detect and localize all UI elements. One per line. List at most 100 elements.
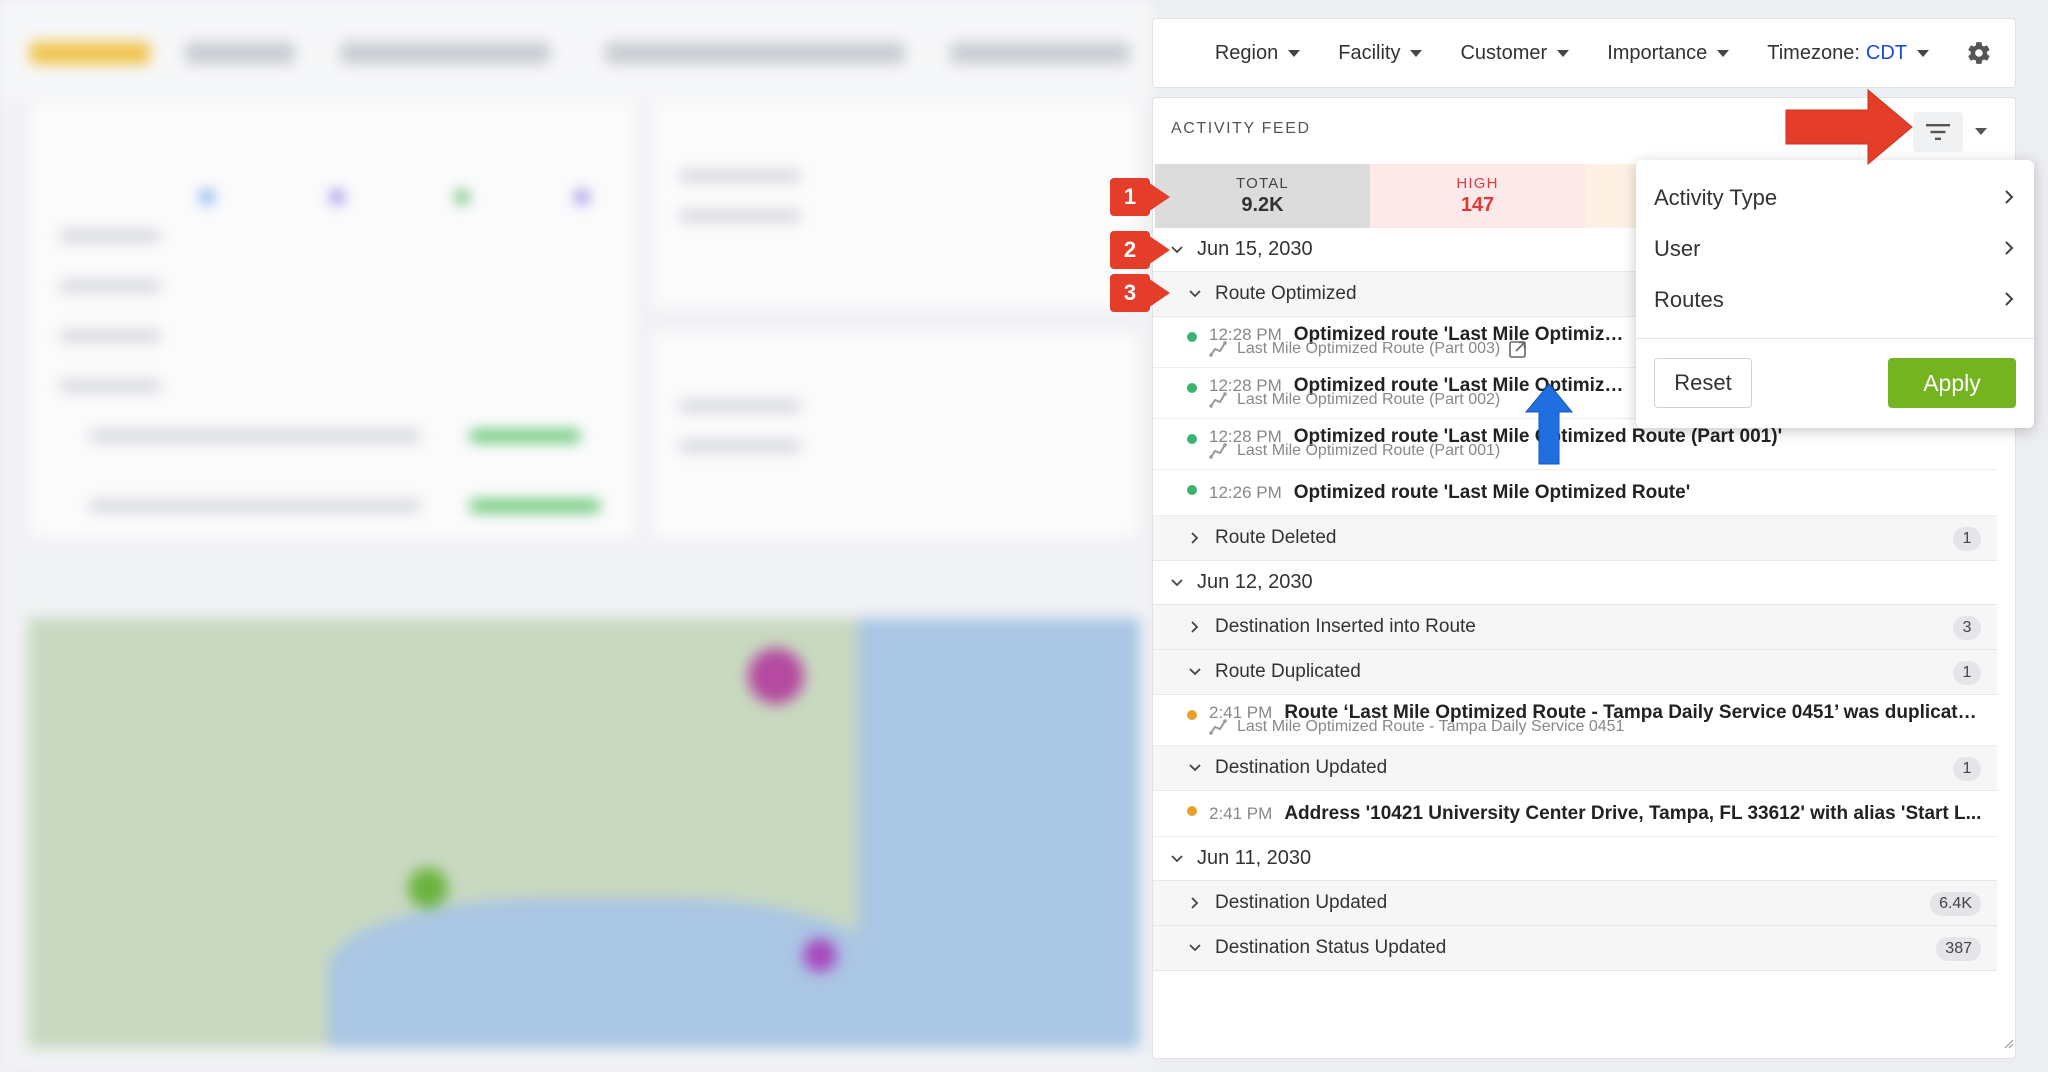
item-time: 2:41 PM (1209, 703, 1273, 722)
date-row[interactable]: Jun 11, 2030 (1153, 837, 1997, 881)
menu-item-activity-type[interactable]: Activity Type (1636, 172, 2034, 223)
blurred-map-marker (803, 938, 837, 972)
route-icon (1209, 392, 1227, 408)
status-dot (1187, 710, 1197, 720)
count-badge: 387 (1936, 937, 1981, 961)
blurred-text (60, 280, 160, 292)
blue-arrow-annotation (1524, 383, 1574, 465)
date-label: Jun 11, 2030 (1197, 847, 1312, 869)
count-badge: 6.4K (1930, 892, 1981, 916)
apply-button[interactable]: Apply (1888, 358, 2016, 408)
chevron-down-icon (1171, 244, 1183, 256)
list-item[interactable]: 2:41 PM Address '10421 University Center… (1153, 791, 1997, 837)
resize-grip-icon[interactable] (2004, 1036, 2014, 1049)
route-icon (1209, 719, 1227, 735)
blurred-card (28, 100, 638, 540)
list-item[interactable]: 2:41 PM Route ‘Last Mile Optimized Route… (1153, 695, 1997, 746)
chevron-right-icon (2004, 236, 2014, 262)
date-row[interactable]: Jun 12, 2030 (1153, 561, 1997, 605)
menu-item-routes[interactable]: Routes (1636, 274, 2034, 325)
group-label: Route Optimized (1215, 283, 1357, 304)
customer-dropdown[interactable]: Customer (1460, 41, 1570, 65)
blurred-text (60, 330, 160, 342)
group-row[interactable]: Destination Inserted into Route 3 (1153, 605, 1997, 650)
chevron-down-icon (1189, 288, 1201, 300)
caret-down-icon (1410, 49, 1423, 57)
menu-divider (1636, 338, 2034, 339)
facility-dropdown[interactable]: Facility (1338, 42, 1423, 65)
blurred-dashboard-background (28, 42, 1140, 1048)
menu-item-user[interactable]: User (1636, 223, 2034, 274)
blurred-map (28, 618, 1140, 1048)
region-dropdown[interactable]: Region (1214, 41, 1301, 65)
status-dot (1187, 485, 1197, 495)
caret-down-icon (1717, 49, 1730, 57)
chevron-right-icon (2004, 287, 2014, 313)
callout-number: 3 (1110, 274, 1150, 312)
item-route-name: Last Mile Optimized Route (Part 001) (1237, 442, 1501, 459)
annotation-callout-2: 2 (1110, 231, 1176, 269)
blurred-map-marker (748, 648, 804, 704)
blurred-text (60, 230, 160, 242)
stat-high[interactable]: HIGH 147 (1370, 164, 1585, 228)
callout-pointer (1148, 235, 1170, 265)
reset-button[interactable]: Reset (1654, 358, 1752, 408)
list-item[interactable]: 12:28 PM Optimized route 'Last Mile Opti… (1153, 317, 1997, 368)
blurred-menu-item (185, 42, 295, 64)
item-title: Address '10421 University Center Drive, … (1284, 803, 1982, 824)
status-dot (1187, 332, 1197, 342)
route-icon (1209, 341, 1227, 357)
list-item[interactable]: 12:28 PM Optimized route 'Last Mile Opti… (1153, 368, 1997, 419)
group-row[interactable]: Destination Updated 1 (1153, 746, 1997, 791)
chevron-down-icon (1189, 762, 1201, 774)
chevron-down-icon (1171, 853, 1183, 865)
activity-feed-title: ACTIVITY FEED (1171, 120, 1311, 137)
chevron-down-icon (1189, 666, 1201, 678)
item-route-name: Last Mile Optimized Route - Tampa Daily … (1237, 718, 1625, 735)
list-item[interactable]: 12:26 PM Optimized route 'Last Mile Opti… (1153, 470, 1997, 516)
blurred-text (680, 440, 800, 452)
group-row[interactable]: Route Duplicated 1 (1153, 650, 1997, 695)
stat-total[interactable]: TOTAL 9.2K (1155, 164, 1370, 228)
stat-high-value: 147 (1460, 194, 1495, 216)
chevron-right-icon (1189, 621, 1201, 633)
timezone-dropdown[interactable]: Timezone: CDT (1767, 42, 1929, 65)
timezone-label: Timezone: (1767, 41, 1860, 64)
group-label: Destination Status Updated (1215, 937, 1447, 958)
group-row[interactable]: Route Deleted 1 (1153, 516, 1997, 561)
chevron-down-icon (1171, 577, 1183, 589)
callout-number: 1 (1110, 178, 1150, 216)
caret-down-icon (1917, 49, 1929, 57)
external-link-icon[interactable] (1508, 339, 1528, 359)
annotation-callout-3: 3 (1110, 274, 1176, 312)
blurred-map-water (328, 898, 888, 1048)
item-title: Optimized route 'Last Mile Optimized Rou… (1293, 482, 1691, 503)
menu-item-label: Routes (1654, 286, 1724, 312)
region-dropdown-label: Region (1214, 41, 1279, 64)
gear-icon[interactable] (1965, 39, 1993, 67)
group-label: Destination Updated (1215, 892, 1388, 913)
callout-number: 2 (1110, 231, 1150, 269)
customer-dropdown-label: Customer (1460, 41, 1548, 64)
blurred-card (650, 330, 1140, 540)
date-label: Jun 15, 2030 (1197, 238, 1313, 260)
count-badge: 1 (1953, 661, 1981, 685)
group-row[interactable]: Destination Updated 6.4K (1153, 881, 1997, 926)
group-row[interactable]: Destination Status Updated 387 (1153, 926, 1997, 971)
importance-dropdown[interactable]: Importance (1607, 42, 1730, 65)
menu-item-label: Activity Type (1654, 184, 1778, 210)
caret-down-icon (1288, 49, 1301, 57)
timezone-value: CDT (1865, 41, 1907, 64)
item-time: 12:28 PM (1209, 427, 1282, 446)
filter-icon[interactable] (1913, 112, 1963, 152)
group-label: Route Deleted (1215, 527, 1337, 548)
chevron-right-icon (2004, 185, 2014, 211)
chevron-down-icon (1189, 942, 1201, 954)
blurred-map-marker (408, 868, 448, 908)
stat-high-label: HIGH (1456, 175, 1499, 192)
blurred-progress (470, 430, 580, 442)
blurred-map-water (858, 618, 1140, 1048)
filter-caret-down-icon[interactable] (1975, 128, 1987, 135)
red-arrow-annotation (1785, 88, 1913, 166)
list-item[interactable]: 12:28 PM Optimized route 'Last Mile Opti… (1153, 419, 1997, 470)
